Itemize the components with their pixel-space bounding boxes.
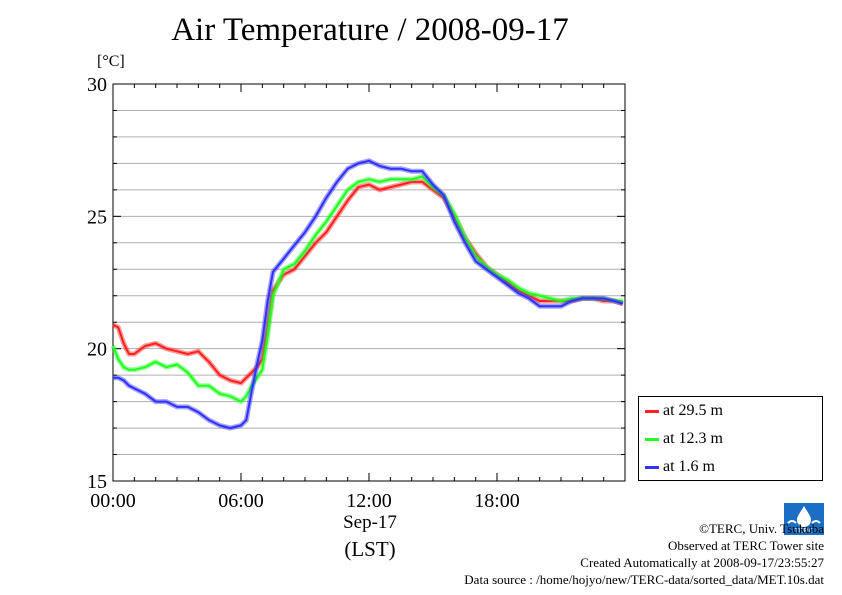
series-line-1-6m bbox=[113, 159, 624, 430]
x-tick-label: 00:00 bbox=[90, 490, 136, 512]
terc-logo: TERC bbox=[784, 503, 824, 535]
chart-title: Air Temperature / 2008-09-17 bbox=[171, 12, 569, 48]
plot-frame bbox=[112, 83, 626, 482]
x-tick-label: 18:00 bbox=[474, 490, 520, 512]
series-halo-12-3m bbox=[110, 174, 623, 405]
chart-legend: at 29.5 m at 12.3 m at 1.6 m bbox=[638, 396, 823, 481]
legend-swatch-12-3m bbox=[645, 437, 659, 441]
logo-text: TERC bbox=[794, 528, 813, 535]
x-tick-label: 06:00 bbox=[218, 490, 264, 512]
x-axis-timezone-label: (LST) bbox=[344, 537, 396, 561]
y-tick-label: 30 bbox=[87, 74, 107, 96]
legend-label-1-6m: at 1.6 m bbox=[663, 458, 715, 475]
series-line-29-5m bbox=[112, 180, 624, 385]
y-tick-label: 15 bbox=[87, 471, 107, 493]
legend-label-12-3m: at 12.3 m bbox=[663, 430, 723, 447]
legend-label-29-5m: at 29.5 m bbox=[663, 402, 723, 419]
legend-item-1-6m: at 1.6 m bbox=[645, 457, 715, 477]
credit-source: Data source : /home/hojyo/new/TERC-data/… bbox=[464, 572, 824, 587]
x-tick-label: 12:00 bbox=[346, 490, 392, 512]
credit-site: Observed at TERC Tower site bbox=[667, 538, 824, 553]
x-axis-date-label: Sep-17 bbox=[343, 512, 397, 533]
legend-item-29-5m: at 29.5 m bbox=[645, 401, 723, 421]
legend-swatch-29-5m bbox=[645, 409, 659, 413]
credit-created: Created Automatically at 2008-09-17/23:5… bbox=[580, 555, 824, 570]
credit-copyright: ©TERC, Univ. Tsukuba bbox=[699, 521, 824, 536]
series-halo-1-6m bbox=[113, 158, 624, 431]
y-tick-label: 25 bbox=[87, 206, 107, 228]
y-tick-label: 20 bbox=[87, 339, 107, 361]
y-axis-unit-label: [°C] bbox=[97, 53, 125, 70]
legend-item-12-3m: at 12.3 m bbox=[645, 429, 723, 449]
series-line-12-3m bbox=[112, 175, 623, 403]
credits-block: ©TERC, Univ. Tsukuba Observed at TERC To… bbox=[464, 520, 824, 588]
legend-swatch-1-6m bbox=[645, 465, 659, 469]
